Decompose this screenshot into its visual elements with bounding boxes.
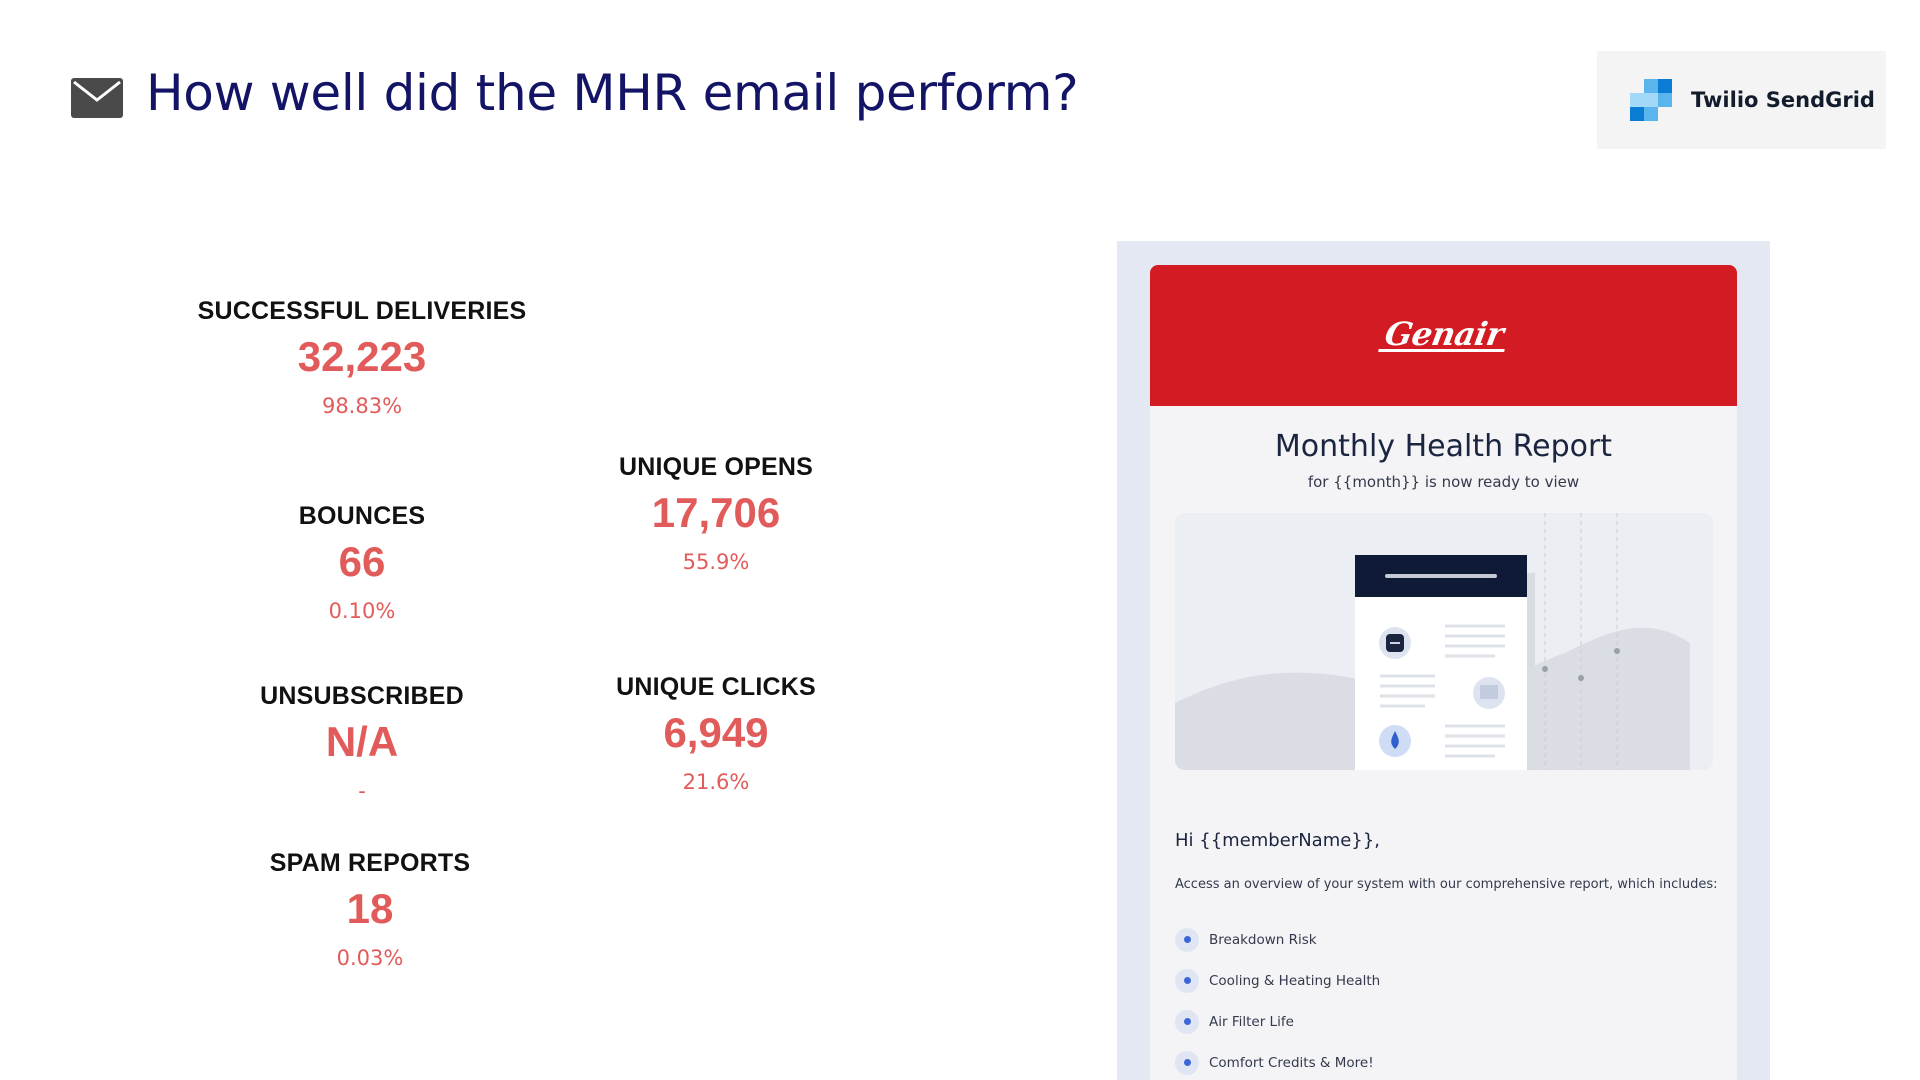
stat-percent: 98.83%	[321, 394, 403, 418]
list-item: Breakdown Risk	[1175, 919, 1380, 960]
list-item: Cooling & Heating Health	[1175, 960, 1380, 1001]
stat-percent: 0.03%	[336, 946, 404, 970]
feature-list: Breakdown Risk Cooling & Heating Health …	[1175, 919, 1380, 1080]
stat-value: 66	[338, 538, 386, 585]
stat-label: UNSUBSCRIBED	[260, 682, 464, 710]
bullet-icon	[1175, 1009, 1199, 1034]
stat-percent: -	[358, 779, 366, 803]
stat-label: SUCCESSFUL DELIVERIES	[197, 297, 527, 325]
stat-value: N/A	[325, 718, 399, 765]
genair-logo: Genair	[1377, 315, 1510, 353]
bullet-icon	[1175, 968, 1199, 993]
stat-label: UNIQUE OPENS	[618, 453, 814, 481]
stat-value: 17,706	[651, 489, 781, 536]
stat-unique-clicks: UNIQUE CLICKS 6,949 21.6%	[526, 673, 906, 794]
feature-label: Breakdown Risk	[1209, 931, 1317, 948]
feature-label: Cooling & Heating Health	[1209, 972, 1381, 989]
email-card: Genair Monthly Health Report for {{month…	[1150, 265, 1737, 1080]
report-subtitle: for {{month}} is now ready to view	[1307, 473, 1580, 491]
email-header: Genair	[1150, 265, 1737, 406]
sendgrid-logo: Twilio SendGrid	[1597, 51, 1886, 149]
stat-label: SPAM REPORTS	[269, 849, 471, 877]
list-item: Comfort Credits & More!	[1175, 1042, 1380, 1080]
bullet-icon	[1175, 927, 1199, 952]
email-preview: Genair Monthly Health Report for {{month…	[1117, 241, 1770, 1080]
sendgrid-logo-icon	[1630, 79, 1672, 121]
stat-percent: 0.10%	[328, 599, 396, 623]
stat-spam-reports: SPAM REPORTS 18 0.03%	[180, 849, 560, 970]
email-intro: Access an overview of your system with o…	[1175, 877, 1718, 892]
stat-value: 6,949	[663, 709, 769, 756]
stat-unsubscribed: UNSUBSCRIBED N/A -	[172, 682, 552, 803]
stat-percent: 21.6%	[682, 770, 750, 794]
stat-successful-deliveries: SUCCESSFUL DELIVERIES 32,223 98.83%	[172, 297, 552, 418]
stat-label: BOUNCES	[298, 502, 426, 530]
bullet-icon	[1175, 1050, 1199, 1075]
list-item: Air Filter Life	[1175, 1001, 1380, 1042]
stat-label: UNIQUE CLICKS	[616, 673, 816, 701]
feature-label: Air Filter Life	[1209, 1013, 1294, 1030]
report-illustration	[1175, 513, 1713, 770]
report-title: Monthly Health Report	[1274, 429, 1613, 464]
feature-label: Comfort Credits & More!	[1209, 1054, 1374, 1071]
stat-percent: 55.9%	[682, 550, 750, 574]
logo-text: Twilio SendGrid	[1691, 88, 1875, 112]
email-greeting: Hi {{memberName}},	[1175, 830, 1380, 851]
stat-bounces: BOUNCES 66 0.10%	[172, 502, 552, 623]
stat-value: 32,223	[297, 333, 427, 380]
page-title: How well did the MHR email perform?	[146, 64, 1079, 122]
stat-value: 18	[346, 885, 394, 932]
envelope-icon	[71, 78, 123, 118]
stat-unique-opens: UNIQUE OPENS 17,706 55.9%	[526, 453, 906, 574]
